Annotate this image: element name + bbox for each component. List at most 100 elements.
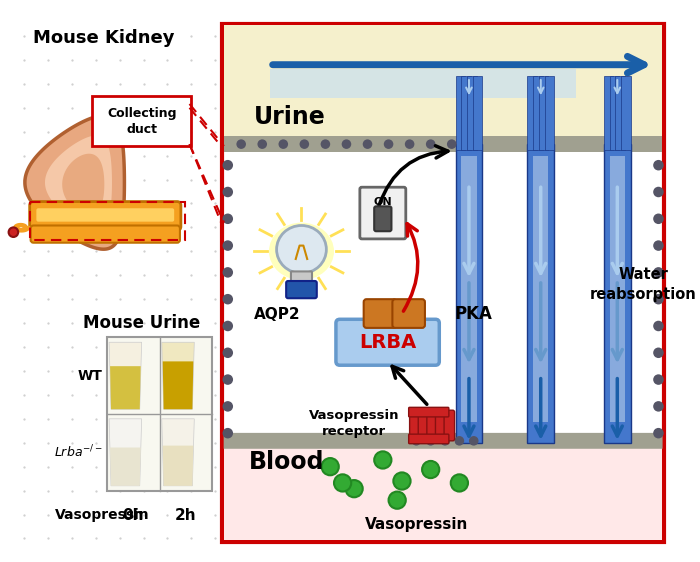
Text: Vasopressin: Vasopressin: [55, 508, 149, 522]
Circle shape: [223, 160, 233, 170]
Circle shape: [426, 436, 435, 446]
Circle shape: [237, 139, 246, 149]
Circle shape: [389, 492, 406, 509]
Circle shape: [653, 187, 664, 197]
Circle shape: [454, 436, 464, 446]
FancyBboxPatch shape: [610, 156, 625, 422]
Polygon shape: [162, 361, 193, 409]
Circle shape: [469, 436, 479, 446]
Polygon shape: [45, 135, 112, 229]
Circle shape: [653, 214, 664, 224]
Text: ON: ON: [374, 197, 392, 207]
Circle shape: [223, 347, 233, 358]
FancyBboxPatch shape: [224, 433, 663, 449]
Circle shape: [334, 474, 351, 492]
Circle shape: [223, 428, 233, 438]
FancyBboxPatch shape: [527, 76, 537, 150]
Text: Collecting
duct: Collecting duct: [107, 107, 176, 135]
FancyBboxPatch shape: [224, 137, 662, 152]
FancyBboxPatch shape: [418, 410, 429, 441]
FancyBboxPatch shape: [604, 76, 613, 150]
FancyBboxPatch shape: [444, 410, 454, 441]
Circle shape: [653, 160, 664, 170]
Text: Water
reabsorption: Water reabsorption: [590, 268, 696, 302]
Text: Blood: Blood: [248, 450, 324, 474]
FancyBboxPatch shape: [374, 206, 391, 231]
Polygon shape: [162, 342, 195, 409]
Circle shape: [223, 374, 233, 385]
Text: 0h: 0h: [122, 508, 144, 523]
Circle shape: [422, 461, 440, 478]
Circle shape: [223, 267, 233, 278]
Circle shape: [363, 139, 372, 149]
FancyBboxPatch shape: [31, 225, 180, 243]
FancyBboxPatch shape: [461, 156, 477, 422]
FancyBboxPatch shape: [270, 70, 576, 98]
Polygon shape: [110, 447, 141, 486]
Circle shape: [653, 374, 664, 385]
FancyBboxPatch shape: [410, 410, 420, 441]
FancyBboxPatch shape: [224, 441, 662, 540]
FancyBboxPatch shape: [36, 209, 174, 221]
Polygon shape: [62, 154, 104, 215]
FancyBboxPatch shape: [456, 144, 482, 443]
Circle shape: [653, 241, 664, 251]
FancyBboxPatch shape: [615, 76, 625, 150]
FancyBboxPatch shape: [409, 407, 449, 417]
FancyBboxPatch shape: [527, 144, 554, 443]
FancyBboxPatch shape: [545, 76, 554, 150]
FancyBboxPatch shape: [621, 76, 631, 150]
Circle shape: [279, 139, 288, 149]
FancyBboxPatch shape: [461, 76, 471, 150]
Circle shape: [223, 321, 233, 331]
Circle shape: [653, 267, 664, 278]
Text: Vasopressin: Vasopressin: [365, 516, 468, 532]
Circle shape: [223, 214, 233, 224]
FancyBboxPatch shape: [364, 299, 396, 328]
Polygon shape: [110, 366, 141, 409]
Circle shape: [440, 436, 450, 446]
Text: $Lrba^{-/-}$: $Lrba^{-/-}$: [54, 444, 102, 461]
FancyBboxPatch shape: [610, 76, 620, 150]
Circle shape: [447, 139, 456, 149]
FancyBboxPatch shape: [393, 299, 425, 328]
Polygon shape: [109, 342, 141, 409]
FancyBboxPatch shape: [533, 156, 548, 422]
Circle shape: [258, 139, 267, 149]
Polygon shape: [162, 446, 193, 486]
Text: AQP2: AQP2: [254, 307, 301, 322]
Circle shape: [412, 436, 421, 446]
FancyBboxPatch shape: [604, 144, 631, 443]
Circle shape: [342, 139, 351, 149]
Circle shape: [653, 347, 664, 358]
FancyBboxPatch shape: [435, 410, 446, 441]
FancyBboxPatch shape: [29, 202, 181, 230]
Circle shape: [374, 451, 391, 469]
Text: PKA: PKA: [454, 305, 493, 323]
FancyBboxPatch shape: [224, 25, 662, 146]
Circle shape: [653, 321, 664, 331]
FancyBboxPatch shape: [427, 410, 438, 441]
Circle shape: [393, 473, 411, 490]
Circle shape: [426, 139, 435, 149]
Circle shape: [321, 139, 330, 149]
FancyBboxPatch shape: [291, 271, 312, 285]
Text: Mouse Urine: Mouse Urine: [83, 314, 200, 332]
Circle shape: [653, 401, 664, 411]
FancyBboxPatch shape: [107, 337, 213, 491]
Circle shape: [223, 401, 233, 411]
FancyBboxPatch shape: [92, 96, 191, 146]
Circle shape: [384, 139, 393, 149]
Circle shape: [653, 428, 664, 438]
FancyBboxPatch shape: [336, 319, 440, 365]
Circle shape: [321, 458, 339, 475]
Text: WT: WT: [78, 369, 102, 383]
FancyBboxPatch shape: [473, 76, 482, 150]
Polygon shape: [162, 419, 195, 486]
Circle shape: [451, 474, 468, 492]
Text: LRBA: LRBA: [359, 333, 416, 352]
FancyBboxPatch shape: [467, 76, 477, 150]
Circle shape: [8, 228, 18, 237]
Circle shape: [653, 294, 664, 305]
FancyBboxPatch shape: [456, 76, 465, 150]
